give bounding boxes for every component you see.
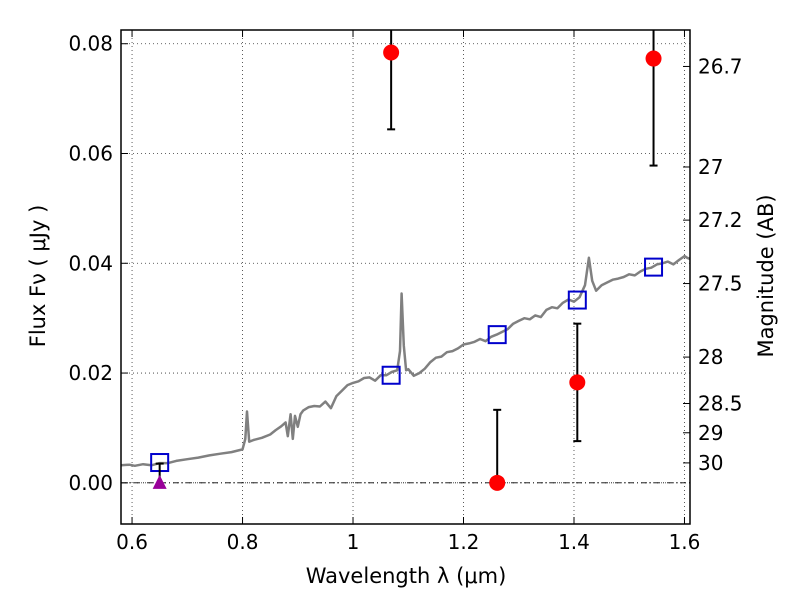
upper-limit-marker (152, 474, 167, 489)
model-flux-square (487, 325, 507, 345)
observed-flux-point (645, 50, 662, 67)
mag-tick-label: 27 (698, 155, 723, 179)
clipped-data (121, 30, 690, 491)
model-flux-square (567, 290, 587, 310)
mag-tick-label: 28 (698, 345, 723, 369)
template-spectrum-line (121, 254, 690, 468)
mag-tick-label: 28.5 (698, 391, 743, 415)
x-axis-label: Wavelength λ (μm) (306, 564, 507, 588)
mag-tick-label: 29 (698, 421, 723, 445)
mag-tick-label: 26.7 (698, 54, 743, 78)
y-tick-label: 0.06 (68, 142, 113, 166)
observed-flux-point (383, 44, 400, 61)
y-tick-label: 0.08 (68, 32, 113, 56)
y-axis-label-right: Magnitude (AB) (754, 194, 778, 357)
x-tick-label: 1.2 (448, 530, 480, 554)
mag-tick-label: 30 (698, 451, 723, 475)
mag-tick-label: 27.2 (698, 208, 743, 232)
x-tick-label: 1.6 (669, 530, 701, 554)
x-tick-label: 1 (347, 530, 360, 554)
y-tick-label: 0.00 (68, 471, 113, 495)
data-layer (121, 30, 690, 491)
y-tick-label: 0.04 (68, 251, 113, 275)
x-tick-label: 0.8 (227, 530, 259, 554)
grid-layer (121, 30, 690, 524)
axis-layer: 0.6 0.8 1 1.2 1.4 1.6 0.00 0.02 0.04 0.06 0.08 26.7… (68, 30, 743, 554)
x-tick-label: 1.4 (558, 530, 590, 554)
observed-flux-point (569, 374, 586, 391)
model-flux-square (644, 257, 664, 277)
plot-frame (120, 29, 691, 525)
mag-tick-label: 27.5 (698, 272, 743, 296)
model-flux-square (381, 365, 401, 385)
observed-flux-point (489, 474, 506, 491)
y-axis-label-left: Flux Fν ( μJy ) (26, 205, 50, 348)
x-tick-label: 0.6 (116, 530, 148, 554)
y-tick-label: 0.02 (68, 361, 113, 385)
